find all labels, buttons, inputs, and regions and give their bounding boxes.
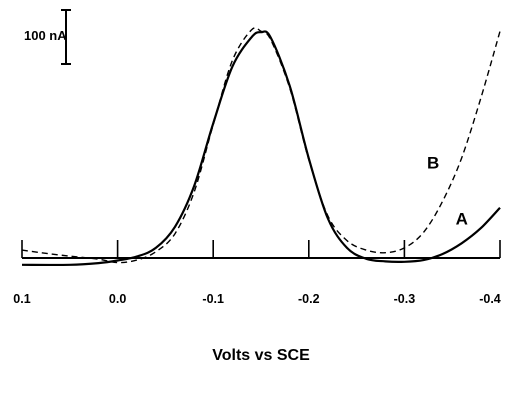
x-axis-tick-labels: 0.1 0.0 -0.1 -0.2 -0.3 -0.4 — [13, 292, 501, 306]
x-tick-label: 0.1 — [13, 292, 30, 306]
series-line-b — [21, 27, 501, 264]
x-tick-label: 0.0 — [109, 292, 126, 306]
x-tick-label: -0.4 — [479, 292, 501, 306]
x-axis-ticks — [21, 240, 501, 258]
data-series — [21, 27, 501, 267]
curve-label-b: B — [427, 153, 439, 172]
curve-labels: AB — [427, 153, 468, 228]
x-axis-title: Volts vs SCE — [212, 347, 310, 364]
scale-bar-label: 100 nA — [24, 28, 67, 43]
x-tick-label: -0.1 — [202, 292, 224, 306]
curve-label-a: A — [456, 210, 468, 229]
current-scale-bar: 100 nA — [24, 9, 71, 65]
x-tick-label: -0.3 — [394, 292, 416, 306]
series-line-a — [21, 30, 501, 267]
x-tick-label: -0.2 — [298, 292, 320, 306]
